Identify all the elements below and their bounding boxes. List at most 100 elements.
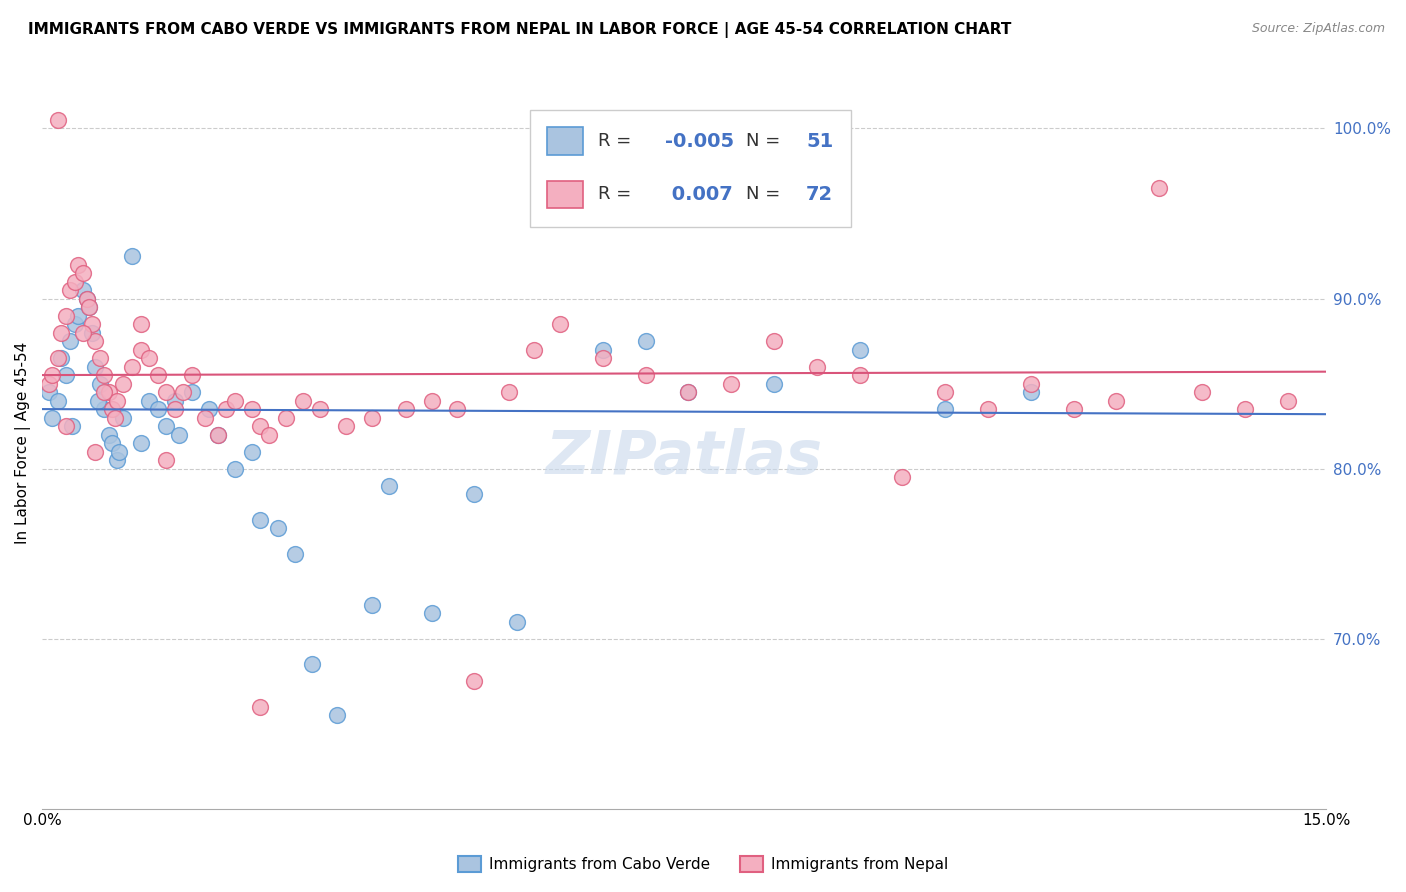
Point [101,402,124,417]
Point [155,385,177,400]
Point [63,317,86,331]
Point [257,427,280,442]
Point [55,419,77,434]
Point [46,351,69,365]
Point [97,427,120,442]
Point [67,258,90,272]
Text: ZIPatlas: ZIPatlas [546,428,823,487]
Point [172,385,194,400]
Text: R =: R = [598,132,631,150]
Point [87,393,110,408]
Point [84,444,107,458]
Text: -0.005: -0.005 [665,131,734,151]
Point [77,300,100,314]
Point [63,275,86,289]
Point [592,351,614,365]
Point [207,427,229,442]
Point [146,402,169,417]
Bar [547,128,582,155]
Point [335,419,357,434]
Point [55,368,77,382]
Point [80,326,103,340]
Point [309,402,332,417]
Point [112,410,135,425]
Point [93,368,115,382]
Point [89,351,111,365]
Point [446,402,468,417]
Point [155,453,177,467]
Point [67,309,90,323]
Point [634,334,657,348]
Point [108,444,131,458]
Point [266,521,288,535]
Point [420,606,443,620]
Point [155,419,177,434]
Point [678,385,700,400]
Point [194,410,217,425]
Point [249,419,271,434]
Point [934,402,956,417]
Point [1233,402,1256,417]
Point [38,376,60,391]
Point [806,359,828,374]
Point [180,385,202,400]
Text: Source: ZipAtlas.com: Source: ZipAtlas.com [1251,22,1385,36]
Point [463,674,485,689]
Point [977,402,1000,417]
Point [498,385,520,400]
Point [104,410,127,425]
Point [41,368,63,382]
Point [72,283,94,297]
Text: IMMIGRANTS FROM CABO VERDE VS IMMIGRANTS FROM NEPAL IN LABOR FORCE | AGE 45-54 C: IMMIGRANTS FROM CABO VERDE VS IMMIGRANTS… [28,22,1011,38]
Point [634,368,657,382]
Point [41,410,63,425]
Point [891,470,914,484]
Point [77,300,100,314]
Point [523,343,546,357]
Point [1277,393,1299,408]
Bar [547,180,582,209]
Point [284,547,307,561]
Point [146,368,169,382]
Point [129,343,152,357]
Point [720,376,742,391]
Text: 72: 72 [806,185,834,204]
Point [112,376,135,391]
Point [76,292,98,306]
Point [55,309,77,323]
Point [548,317,571,331]
Point [76,292,98,306]
Point [420,393,443,408]
Y-axis label: In Labor Force | Age 45-54: In Labor Force | Age 45-54 [15,342,31,544]
Point [292,393,315,408]
Point [49,326,72,340]
Point [138,393,160,408]
Point [107,453,129,467]
Point [46,112,69,127]
Point [121,359,143,374]
Point [38,385,60,400]
Text: N =: N = [745,132,780,150]
Point [224,461,246,475]
Point [762,376,785,391]
Point [101,436,124,450]
Point [249,513,271,527]
Point [848,343,870,357]
Point [80,317,103,331]
Point [107,393,129,408]
Point [163,393,186,408]
Point [93,402,115,417]
Point [97,385,120,400]
Point [592,343,614,357]
Point [60,419,83,434]
Legend: Immigrants from Cabo Verde, Immigrants from Nepal: Immigrants from Cabo Verde, Immigrants f… [450,848,956,880]
Point [395,402,418,417]
Text: 51: 51 [806,131,834,151]
Text: 0.007: 0.007 [665,185,733,204]
Point [121,249,143,263]
Point [1019,376,1042,391]
Point [129,436,152,450]
Point [678,385,700,400]
Point [93,385,115,400]
Point [58,283,80,297]
